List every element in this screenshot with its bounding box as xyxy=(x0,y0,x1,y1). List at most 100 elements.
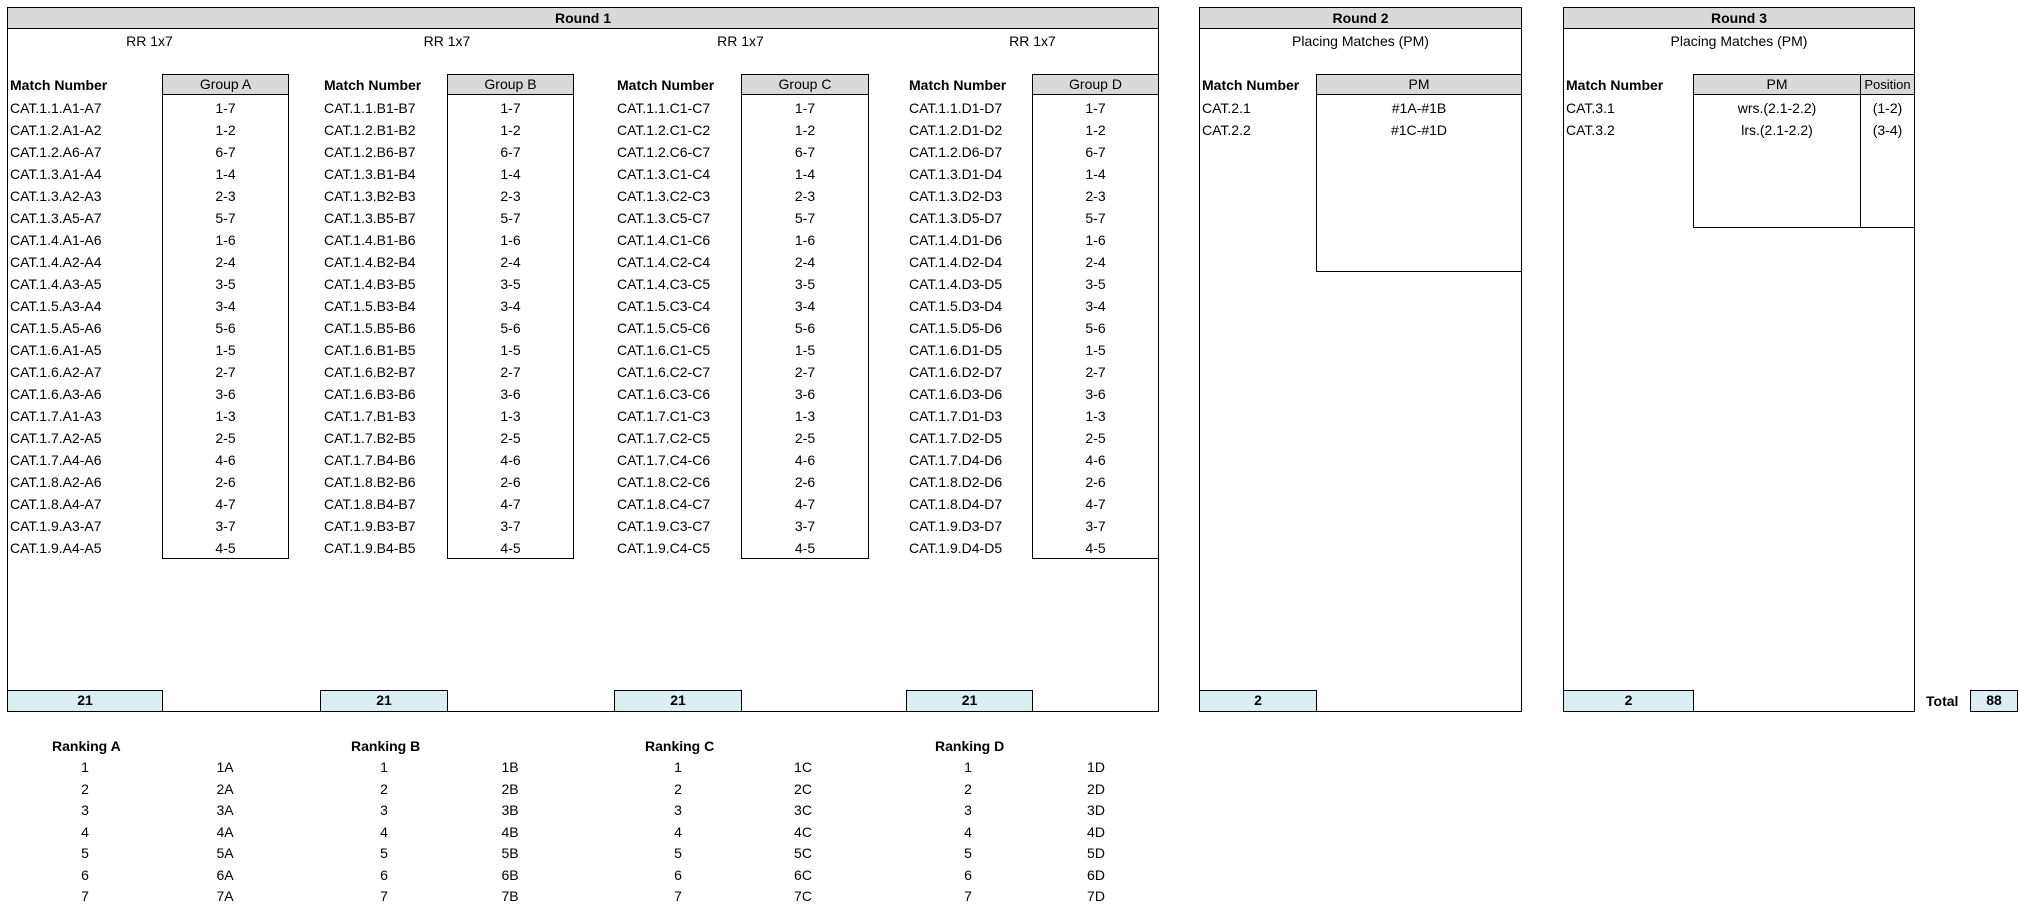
match-number: CAT.1.6.C3-C6 xyxy=(617,386,711,402)
group-subtitle: RR 1x7 xyxy=(126,33,173,49)
ranking-position: 4 xyxy=(380,823,388,840)
match-pairing: 5-7 xyxy=(794,210,816,226)
ranking-entry: 1A xyxy=(216,759,234,775)
ranking-entry: 1C xyxy=(794,759,812,775)
match-number: CAT.2.1 xyxy=(1202,100,1251,116)
match-pairing: 5-7 xyxy=(1085,210,1106,226)
match-number: CAT.1.3.D2-D3 xyxy=(909,188,1003,204)
group-match-count: 21 xyxy=(906,690,1033,712)
match-number: CAT.1.8.A2-A6 xyxy=(10,474,102,490)
match-pairing: 1-6 xyxy=(794,232,816,248)
ranking-entry: 2C xyxy=(794,780,812,797)
match-number: CAT.1.9.D4-D5 xyxy=(909,540,1003,556)
match-number: CAT.1.9.B4-B5 xyxy=(324,540,416,556)
ranking-entry: 6B xyxy=(501,866,519,883)
ranking-entry: 7C xyxy=(794,888,812,904)
match-number: CAT.1.7.B2-B5 xyxy=(324,430,416,446)
ranking-entry: 4A xyxy=(216,823,234,840)
match-pairing: 2-3 xyxy=(500,188,521,204)
match-number: CAT.1.4.B1-B6 xyxy=(324,232,416,248)
match-number: CAT.1.4.B3-B5 xyxy=(324,276,416,292)
match-number: CAT.1.4.C2-C4 xyxy=(617,254,711,270)
round2-title: Round 2 xyxy=(1199,7,1522,29)
match-number: CAT.1.1.A1-A7 xyxy=(10,100,102,116)
match-number: CAT.1.4.D3-D5 xyxy=(909,276,1003,292)
ranking-title: Ranking B xyxy=(351,738,421,754)
match-pairing: 3-7 xyxy=(215,518,236,534)
match-number: CAT.1.8.B2-B6 xyxy=(324,474,416,490)
group-header: Group B xyxy=(447,74,574,95)
match-number: CAT.1.3.A5-A7 xyxy=(10,210,102,226)
ranking-title: Ranking A xyxy=(52,738,121,754)
match-pairing: 2-3 xyxy=(215,188,236,204)
match-number: CAT.3.2 xyxy=(1566,122,1615,138)
match-pairing: 3-6 xyxy=(215,386,236,402)
match-number: CAT.1.2.C6-C7 xyxy=(617,144,711,160)
ranking-entry: 6C xyxy=(794,866,812,883)
match-pairing: 5-7 xyxy=(215,210,236,226)
ranking-position: 7 xyxy=(380,888,388,904)
ranking-position: 3 xyxy=(380,802,388,818)
match-number: CAT.1.7.C1-C3 xyxy=(617,408,711,424)
match-pairing: 2-5 xyxy=(500,430,521,446)
match-number: CAT.1.3.B5-B7 xyxy=(324,210,416,226)
match-number: CAT.1.7.D2-D5 xyxy=(909,430,1003,446)
match-pairing: 4-5 xyxy=(794,540,816,556)
match-number: CAT.1.1.D1-D7 xyxy=(909,100,1003,116)
match-pairing: 3-5 xyxy=(1085,276,1106,292)
ranking-position: 3 xyxy=(674,802,682,818)
match-number: CAT.1.4.B2-B4 xyxy=(324,254,416,270)
match-number-header: Match Number xyxy=(617,77,715,93)
match-pairing: 1-2 xyxy=(794,122,816,138)
match-pairing: 2-4 xyxy=(1085,254,1106,270)
match-number: CAT.1.9.B3-B7 xyxy=(324,518,416,534)
match-pairing: 3-6 xyxy=(1085,386,1106,402)
match-pairing: 1-3 xyxy=(794,408,816,424)
match-number: CAT.1.6.B1-B5 xyxy=(324,342,416,358)
ranking-entry: 6A xyxy=(216,866,234,883)
match-pairing: 3-4 xyxy=(794,298,816,314)
match-number: CAT.1.7.C4-C6 xyxy=(617,452,711,468)
match-number-header: Match Number xyxy=(324,77,422,93)
match-number: CAT.1.3.B1-B4 xyxy=(324,166,416,182)
match-number: CAT.1.9.A4-A5 xyxy=(10,540,102,556)
round3-count: 2 xyxy=(1563,690,1694,712)
ranking-position: 1 xyxy=(81,759,89,775)
ranking-position: 2 xyxy=(964,780,972,797)
match-number: CAT.1.6.D1-D5 xyxy=(909,342,1003,358)
match-number: CAT.1.5.A5-A6 xyxy=(10,320,102,336)
match-number: CAT.1.7.B4-B6 xyxy=(324,452,416,468)
match-pairing: 4-6 xyxy=(500,452,521,468)
match-number: CAT.1.2.D1-D2 xyxy=(909,122,1003,138)
match-number: CAT.1.3.C5-C7 xyxy=(617,210,711,226)
match-pairing: 4-6 xyxy=(794,452,816,468)
match-pairing: 1-2 xyxy=(215,122,236,138)
match-number-header: Match Number xyxy=(909,77,1007,93)
match-pairing: 1-3 xyxy=(1085,408,1106,424)
match-number: CAT.3.1 xyxy=(1566,100,1615,116)
ranking-entry: 6D xyxy=(1087,866,1105,883)
match-number: CAT.1.9.A3-A7 xyxy=(10,518,102,534)
match-pairing: 6-7 xyxy=(500,144,521,160)
group-match-count: 21 xyxy=(7,690,163,712)
ranking-entry: 7D xyxy=(1087,888,1105,904)
match-number: CAT.1.6.B3-B6 xyxy=(324,386,416,402)
match-pairing: 1-4 xyxy=(1085,166,1106,182)
match-number: CAT.1.4.D1-D6 xyxy=(909,232,1003,248)
match-number: CAT.1.1.B1-B7 xyxy=(324,100,416,116)
match-number: CAT.1.7.A1-A3 xyxy=(10,408,102,424)
match-number: CAT.1.6.A1-A5 xyxy=(10,342,102,358)
pm-pairing: #1A-#1B xyxy=(1391,100,1447,116)
ranking-entry: 5C xyxy=(794,845,812,861)
ranking-entry: 3D xyxy=(1087,802,1105,818)
match-pairing: 2-6 xyxy=(500,474,521,490)
match-pairing: 2-7 xyxy=(794,364,816,380)
match-pairing: 3-7 xyxy=(794,518,816,534)
match-pairing: 1-4 xyxy=(794,166,816,182)
group-header: Group D xyxy=(1032,74,1159,95)
ranking-entry: 3A xyxy=(216,802,234,818)
ranking-title: Ranking C xyxy=(645,738,715,754)
match-number: CAT.1.3.D1-D4 xyxy=(909,166,1003,182)
ranking-entry: 2D xyxy=(1087,780,1105,797)
match-pairing: 1-6 xyxy=(1085,232,1106,248)
